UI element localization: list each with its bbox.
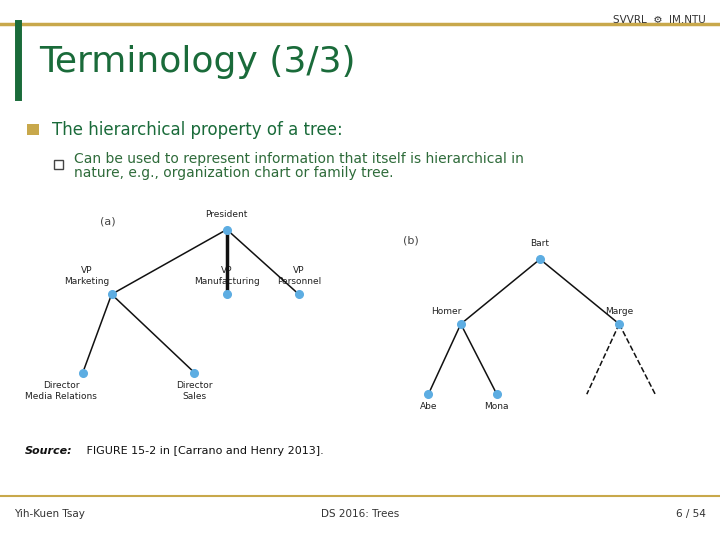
Text: Source:: Source:: [25, 446, 73, 456]
Text: The hierarchical property of a tree:: The hierarchical property of a tree:: [52, 120, 343, 139]
Bar: [27, 124, 39, 135]
Text: Yih-Kuen Tsay: Yih-Kuen Tsay: [14, 509, 85, 519]
Text: Abe: Abe: [420, 402, 437, 411]
Text: Bart: Bart: [531, 239, 549, 248]
Text: Can be used to represent information that itself is hierarchical in: Can be used to represent information tha…: [74, 152, 524, 166]
Text: DS 2016: Trees: DS 2016: Trees: [321, 509, 399, 519]
Text: (b): (b): [402, 235, 418, 245]
Text: Mona: Mona: [485, 402, 509, 411]
Text: President: President: [206, 210, 248, 219]
Text: nature, e.g., organization chart or family tree.: nature, e.g., organization chart or fami…: [74, 166, 394, 180]
Text: VP
Personnel: VP Personnel: [276, 266, 321, 286]
Text: VP
Manufacturing: VP Manufacturing: [194, 266, 260, 286]
Text: Director
Sales: Director Sales: [176, 381, 212, 401]
Text: Homer: Homer: [431, 307, 462, 316]
Text: Marge: Marge: [605, 307, 634, 316]
Text: Terminology (3/3): Terminology (3/3): [40, 45, 356, 79]
Text: VP
Marketing: VP Marketing: [64, 266, 109, 286]
Text: (a): (a): [100, 217, 116, 226]
Bar: [54, 160, 63, 169]
Text: Director
Media Relations: Director Media Relations: [25, 381, 97, 401]
Text: FIGURE 15-2 in [Carrano and Henry 2013].: FIGURE 15-2 in [Carrano and Henry 2013].: [83, 446, 323, 456]
Text: SVVRL  ⚙  IM.NTU: SVVRL ⚙ IM.NTU: [613, 15, 706, 25]
Text: 6 / 54: 6 / 54: [676, 509, 706, 519]
